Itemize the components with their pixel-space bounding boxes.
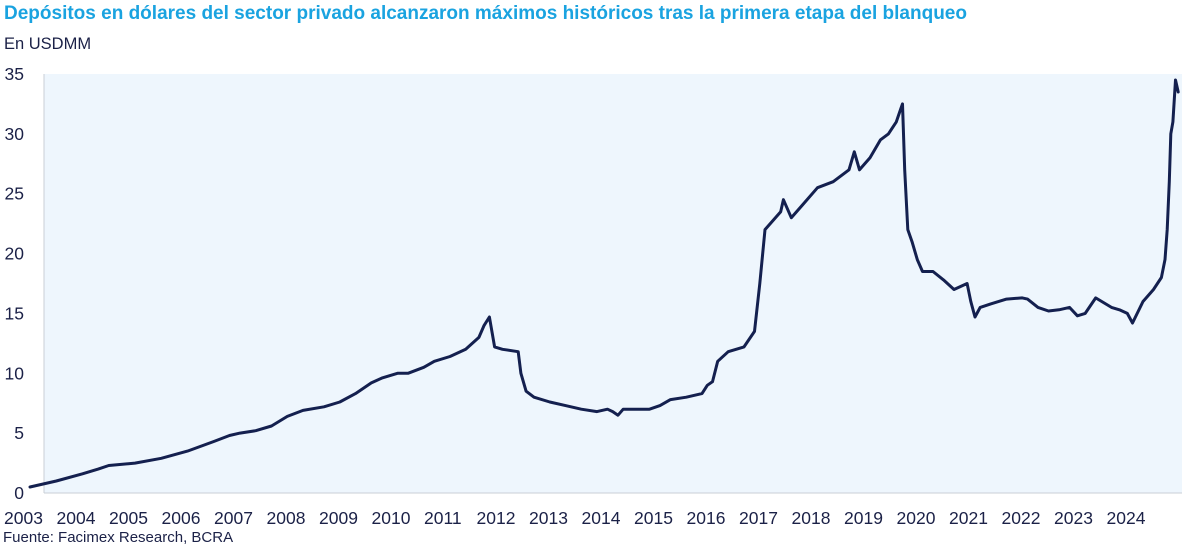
- y-tick-label: 5: [14, 423, 24, 443]
- y-axis-unit-label: En USDMM: [4, 35, 92, 53]
- x-tick-label: 2004: [57, 508, 96, 528]
- x-tick-label: 2023: [1054, 508, 1093, 528]
- x-tick-label: 2018: [792, 508, 831, 528]
- y-tick-label: 0: [14, 483, 24, 503]
- x-tick-label: 2017: [739, 508, 778, 528]
- x-tick-label: 2008: [267, 508, 306, 528]
- y-tick-label: 20: [5, 244, 25, 264]
- x-tick-label: 2013: [529, 508, 568, 528]
- x-tick-label: 2005: [109, 508, 148, 528]
- x-tick-label: 2019: [844, 508, 883, 528]
- x-tick-label: 2022: [1002, 508, 1041, 528]
- x-tick-label: 2003: [4, 508, 43, 528]
- source-note: Fuente: Facimex Research, BCRA: [3, 529, 234, 546]
- chart-title: Depósitos en dólares del sector privado …: [4, 3, 967, 24]
- y-tick-label: 30: [5, 124, 25, 144]
- plot-area: [44, 74, 1182, 493]
- x-tick-label: 2009: [319, 508, 358, 528]
- y-tick-label: 35: [5, 64, 24, 84]
- x-tick-label: 2010: [372, 508, 411, 528]
- x-tick-label: 2020: [897, 508, 936, 528]
- x-tick-label: 2012: [477, 508, 516, 528]
- series-line: [28, 78, 1180, 489]
- x-tick-label: 2024: [1107, 508, 1146, 528]
- x-tick-label: 2011: [424, 508, 462, 528]
- x-tick-label: 2007: [214, 508, 253, 528]
- y-tick-label: 10: [5, 363, 25, 383]
- x-tick-label: 2015: [634, 508, 673, 528]
- y-tick-label: 15: [5, 303, 24, 323]
- x-tick-label: 2016: [687, 508, 726, 528]
- y-tick-label: 25: [5, 184, 24, 204]
- x-tick-label: 2021: [949, 508, 988, 528]
- x-tick-label: 2006: [162, 508, 201, 528]
- x-tick-label: 2014: [582, 508, 621, 528]
